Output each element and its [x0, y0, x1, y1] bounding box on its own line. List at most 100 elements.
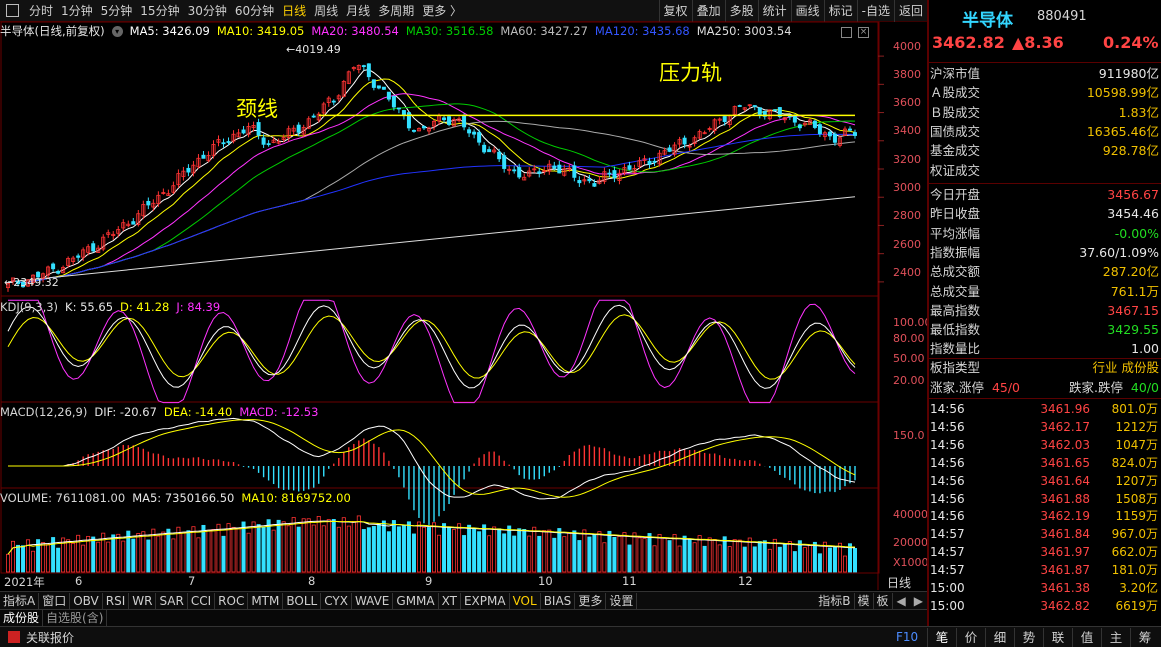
indicator-tab[interactable]: VOL — [510, 592, 541, 609]
candle-body — [156, 194, 161, 205]
indicator-right-tab[interactable]: 板 — [874, 592, 893, 609]
axis-tick-label: 3400 — [893, 124, 921, 137]
indicator-tab[interactable]: XT — [439, 592, 461, 609]
quote-change: ▲8.36 — [1012, 33, 1064, 52]
side-tab[interactable]: 价 — [956, 627, 985, 647]
scroll-right-icon[interactable]: ▶ — [913, 593, 923, 608]
quote-link-icon[interactable] — [8, 631, 20, 643]
indicator-tab[interactable]: BIAS — [541, 592, 576, 609]
period-tab[interactable]: 5分钟 — [100, 3, 133, 18]
date-axis-period: 日线 — [887, 576, 912, 590]
toolbar-button[interactable]: 复权 — [658, 0, 692, 22]
candle-body — [146, 200, 151, 206]
indicator-right-tab[interactable]: 模 — [855, 592, 874, 609]
kdj-title: KDJ(9,3,3) — [0, 300, 59, 314]
side-tab[interactable]: 主 — [1101, 627, 1130, 647]
period-tab[interactable]: 日线 — [282, 3, 307, 18]
ma30-value: MA30: 3516.58 — [405, 24, 494, 38]
volume-bar — [336, 526, 341, 573]
toolbar-button[interactable]: 多股 — [724, 0, 758, 22]
toolbar-button[interactable]: 标记 — [823, 0, 857, 22]
window-toggle-icon[interactable] — [6, 4, 19, 17]
indicator-tab[interactable]: 指标A — [0, 592, 40, 609]
indicator-tab[interactable]: CYX — [321, 592, 352, 609]
candle-body — [186, 167, 191, 173]
side-tab[interactable]: 细 — [985, 627, 1014, 647]
quote-name: 半导体 — [962, 11, 1013, 31]
toolbar-button[interactable]: 画线 — [790, 0, 824, 22]
period-tab[interactable]: 更多 〉 — [422, 3, 463, 18]
side-tab[interactable]: 联 — [1043, 627, 1072, 647]
quote-row-value: 16365.46亿 — [1086, 123, 1159, 139]
indicator-tab[interactable]: 窗口 — [39, 592, 71, 609]
candle-body — [201, 154, 206, 159]
period-tab[interactable]: 60分钟 — [234, 3, 275, 18]
volume-bar — [782, 543, 787, 573]
period-tab[interactable]: 多周期 — [378, 3, 415, 18]
period-tab[interactable]: 月线 — [346, 3, 371, 18]
indicator-tab[interactable]: OBV — [70, 592, 103, 609]
toolbar-button[interactable]: -自选 — [856, 0, 894, 22]
side-tab[interactable]: 值 — [1072, 627, 1101, 647]
volume-bar — [467, 524, 472, 573]
volume-bar — [76, 534, 81, 573]
quote-link-label[interactable]: 关联报价 — [26, 630, 75, 645]
candle-body — [462, 115, 467, 128]
indicator-tab[interactable]: ROC — [215, 592, 249, 609]
indicator-tab[interactable]: EXPMA — [461, 592, 510, 609]
indicator-tab[interactable]: WR — [129, 592, 157, 609]
tick-time: 15:00 — [930, 598, 965, 613]
candle-body — [817, 124, 822, 135]
volume-bar — [587, 536, 592, 573]
scroll-left-icon[interactable]: ◀ — [896, 593, 906, 608]
panel-shrink-icon[interactable] — [841, 27, 852, 38]
toolbar-button[interactable]: 返回 — [893, 0, 927, 22]
volume-bar — [26, 539, 31, 573]
indicator-tab[interactable]: RSI — [103, 592, 130, 609]
stock-list-tab[interactable]: 成份股 — [0, 610, 44, 626]
period-tab[interactable]: 1分钟 — [61, 3, 93, 18]
indicator-tab[interactable]: 更多 — [575, 592, 607, 609]
indicator-tab[interactable]: GMMA — [393, 592, 439, 609]
indicator-tab[interactable]: WAVE — [352, 592, 394, 609]
panel-controls: × — [841, 27, 869, 38]
side-tab[interactable]: 笔 — [927, 627, 956, 647]
toolbar-button[interactable]: 叠加 — [691, 0, 725, 22]
macd-dea-line — [8, 419, 856, 498]
divider — [929, 183, 1161, 184]
quote-row-label: Ｂ股成交 — [930, 104, 981, 120]
indicator-tab[interactable]: CCI — [188, 592, 216, 609]
ma-line — [7, 120, 856, 284]
indicator-right-tab[interactable]: 指标B — [815, 592, 855, 609]
tick-price: 3461.38 — [1040, 581, 1090, 595]
toolbar-button[interactable]: 统计 — [757, 0, 791, 22]
period-tab[interactable]: 分时 — [29, 3, 54, 18]
candle-body — [406, 112, 411, 129]
indicator-tab[interactable]: SAR — [156, 592, 188, 609]
volume-bar — [742, 546, 747, 573]
indicator-tab[interactable]: 设置 — [606, 592, 638, 609]
period-tab[interactable]: 30分钟 — [187, 3, 227, 18]
period-tab[interactable]: 周线 — [314, 3, 339, 18]
side-tab[interactable]: 筹 — [1130, 627, 1159, 647]
quote-row: 权证成交 — [930, 161, 1159, 180]
candle-body — [757, 107, 762, 115]
side-tab[interactable]: 势 — [1014, 627, 1043, 647]
f10-key[interactable]: F10 — [896, 630, 919, 644]
quote-row-value: 287.20亿 — [1102, 264, 1159, 280]
indicator-tab[interactable]: MTM — [248, 592, 284, 609]
stock-list-tab[interactable]: 自选股(含) — [43, 610, 108, 626]
candle-body — [447, 116, 452, 125]
tick-price: 3461.87 — [1040, 563, 1090, 578]
ma60-value: MA60: 3427.27 — [500, 24, 588, 38]
axis-tick-label: 2800 — [893, 209, 921, 222]
volume-bar — [176, 526, 181, 573]
kline-chart-area[interactable] — [0, 0, 928, 591]
axis-tick-label: 2600 — [893, 238, 921, 251]
toolbar-right-buttons: 复权 叠加 多股 统计 画线 标记 -自选 返回 — [658, 0, 927, 22]
quote-row-label: 最低指数 — [930, 322, 981, 338]
chevron-icon[interactable]: ▾ — [111, 25, 123, 37]
period-tab[interactable]: 15分钟 — [140, 3, 180, 18]
indicator-tab[interactable]: BOLL — [283, 592, 322, 609]
panel-close-icon[interactable]: × — [858, 27, 869, 38]
